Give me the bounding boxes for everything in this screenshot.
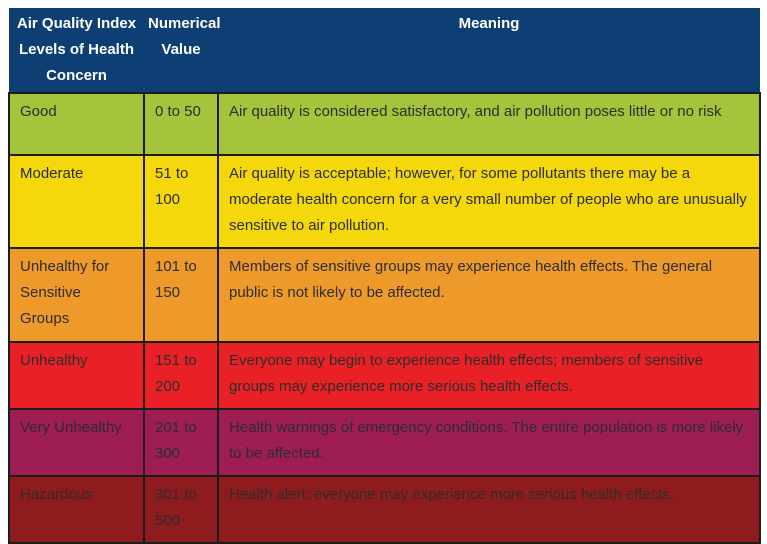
table-row-unhealthy-sensitive: Unhealthy for Sensitive Groups 101 to 15… xyxy=(8,247,761,343)
table-row-moderate: Moderate 51 to 100 Air quality is accept… xyxy=(8,154,761,249)
header-row: Air Quality Index Levels of Health Conce… xyxy=(9,8,760,93)
table-row-hazardous: Hazardous 301 to 500 Health alert: every… xyxy=(8,475,761,544)
header-meaning: Meaning xyxy=(218,8,760,93)
header-levels-of-concern: Air Quality Index Levels of Health Conce… xyxy=(9,8,144,93)
range-cell: 51 to 100 xyxy=(143,154,219,249)
range-cell: 301 to 500 xyxy=(143,475,219,544)
page: Air Quality Index Levels of Health Conce… xyxy=(8,8,761,544)
level-cell: Hazardous xyxy=(8,475,145,544)
level-cell: Moderate xyxy=(8,154,145,249)
table-row-very-unhealthy: Very Unhealthy 201 to 300 Health warning… xyxy=(8,408,761,477)
meaning-cell: Air quality is considered satisfactory, … xyxy=(217,92,761,156)
aqi-table: Air Quality Index Levels of Health Conce… xyxy=(8,8,761,544)
header-line: Air Quality Index xyxy=(16,15,137,32)
meaning-cell: Everyone may begin to experience health … xyxy=(217,341,761,410)
level-cell: Unhealthy xyxy=(8,341,145,410)
header-line: Levels of Health xyxy=(18,41,135,58)
table-row-good: Good 0 to 50 Air quality is considered s… xyxy=(8,92,761,156)
header-line: Concern xyxy=(46,67,107,84)
header-line: Numerical xyxy=(148,15,221,32)
meaning-cell: Air quality is acceptable; however, for … xyxy=(217,154,761,249)
range-cell: 101 to 150 xyxy=(143,247,219,343)
range-cell: 201 to 300 xyxy=(143,408,219,477)
level-cell: Unhealthy for Sensitive Groups xyxy=(8,247,145,343)
level-cell: Very Unhealthy xyxy=(8,408,145,477)
meaning-cell: Members of sensitive groups may experien… xyxy=(217,247,761,343)
level-cell: Good xyxy=(8,92,145,156)
header-line: Meaning xyxy=(458,15,520,32)
header-line: Value xyxy=(161,41,201,58)
range-cell: 151 to 200 xyxy=(143,341,219,410)
table-row-unhealthy: Unhealthy 151 to 200 Everyone may begin … xyxy=(8,341,761,410)
header-numerical-value: Numerical Value xyxy=(144,8,221,93)
meaning-cell: Health alert: everyone may experience mo… xyxy=(217,475,761,544)
range-cell: 0 to 50 xyxy=(143,92,219,156)
meaning-cell: Health warnings of emergency conditions.… xyxy=(217,408,761,477)
